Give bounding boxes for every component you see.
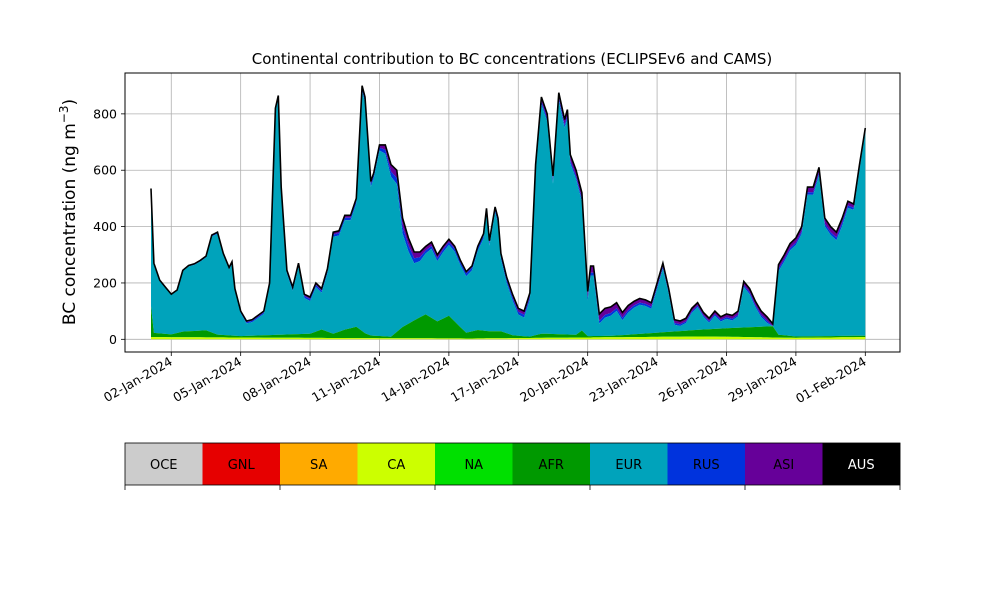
grid bbox=[125, 73, 900, 352]
legend-label-eur: EUR bbox=[615, 458, 642, 473]
x-tick-label: 02-Jan-2024 bbox=[101, 354, 175, 405]
x-tick-label: 05-Jan-2024 bbox=[170, 354, 244, 405]
legend-swatch-eur bbox=[590, 443, 668, 485]
y-tick-label: 200 bbox=[93, 275, 117, 290]
legend-swatch-na bbox=[435, 443, 513, 485]
legend-swatch-ca bbox=[357, 443, 436, 485]
y-tick-label: 400 bbox=[93, 219, 117, 234]
legend-label-asi: ASI bbox=[773, 458, 794, 473]
stacked-areas bbox=[150, 85, 867, 340]
legend-label-na: NA bbox=[464, 458, 483, 473]
y-axis: 0 200 400 600 800 bbox=[93, 106, 125, 347]
x-tick-label: 17-Jan-2024 bbox=[448, 354, 522, 405]
legend-label-afr: AFR bbox=[539, 458, 564, 473]
x-tick-label: 26-Jan-2024 bbox=[656, 354, 730, 405]
y-axis-label-exponent: −3 bbox=[57, 105, 71, 123]
y-tick-label: 0 bbox=[109, 332, 117, 347]
y-axis-label-base: BC concentration (ng m bbox=[60, 123, 80, 325]
area-ca bbox=[151, 336, 866, 340]
legend-label-oce: OCE bbox=[150, 458, 178, 473]
legend-swatch-afr bbox=[512, 443, 591, 485]
plot-frame bbox=[124, 72, 901, 353]
x-tick-label: 20-Jan-2024 bbox=[517, 354, 591, 405]
x-tick-label: 11-Jan-2024 bbox=[309, 354, 383, 405]
legend-label-gnl: GNL bbox=[228, 458, 256, 473]
legend-label-aus: AUS bbox=[848, 458, 875, 473]
legend-swatch-aus bbox=[822, 443, 901, 485]
legend-swatch-rus bbox=[667, 443, 746, 485]
y-axis-label-close: ) bbox=[60, 99, 80, 106]
legend-swatch-asi bbox=[745, 443, 823, 485]
legend-label-ca: CA bbox=[387, 458, 405, 473]
area-aus-outline bbox=[150, 85, 867, 326]
y-tick-label: 800 bbox=[93, 106, 117, 121]
area-afr bbox=[151, 306, 866, 339]
legend-swatch-oce bbox=[125, 443, 203, 485]
y-tick-label: 600 bbox=[93, 163, 117, 178]
x-tick-label: 08-Jan-2024 bbox=[240, 354, 314, 405]
chart-title: Continental contribution to BC concentra… bbox=[252, 50, 773, 68]
legend-label-rus: RUS bbox=[693, 458, 720, 473]
x-tick-label: 29-Jan-2024 bbox=[725, 354, 799, 405]
x-axis: 02-Jan-202405-Jan-202408-Jan-202411-Jan-… bbox=[101, 352, 869, 406]
area-eur bbox=[151, 90, 866, 337]
legend-label-sa: SA bbox=[310, 458, 327, 473]
y-axis-label: BC concentration (ng m−3) bbox=[57, 99, 80, 325]
legend-swatch-gnl bbox=[202, 443, 281, 485]
legend-frame bbox=[124, 442, 901, 486]
x-tick-label: 01-Feb-2024 bbox=[793, 354, 869, 406]
legend: OCE GNL SA CA NA AFR EUR RUS ASI AUS bbox=[124, 442, 901, 490]
x-tick-label: 14-Jan-2024 bbox=[378, 354, 452, 405]
x-tick-label: 23-Jan-2024 bbox=[587, 354, 661, 405]
legend-swatch-sa bbox=[280, 443, 358, 485]
